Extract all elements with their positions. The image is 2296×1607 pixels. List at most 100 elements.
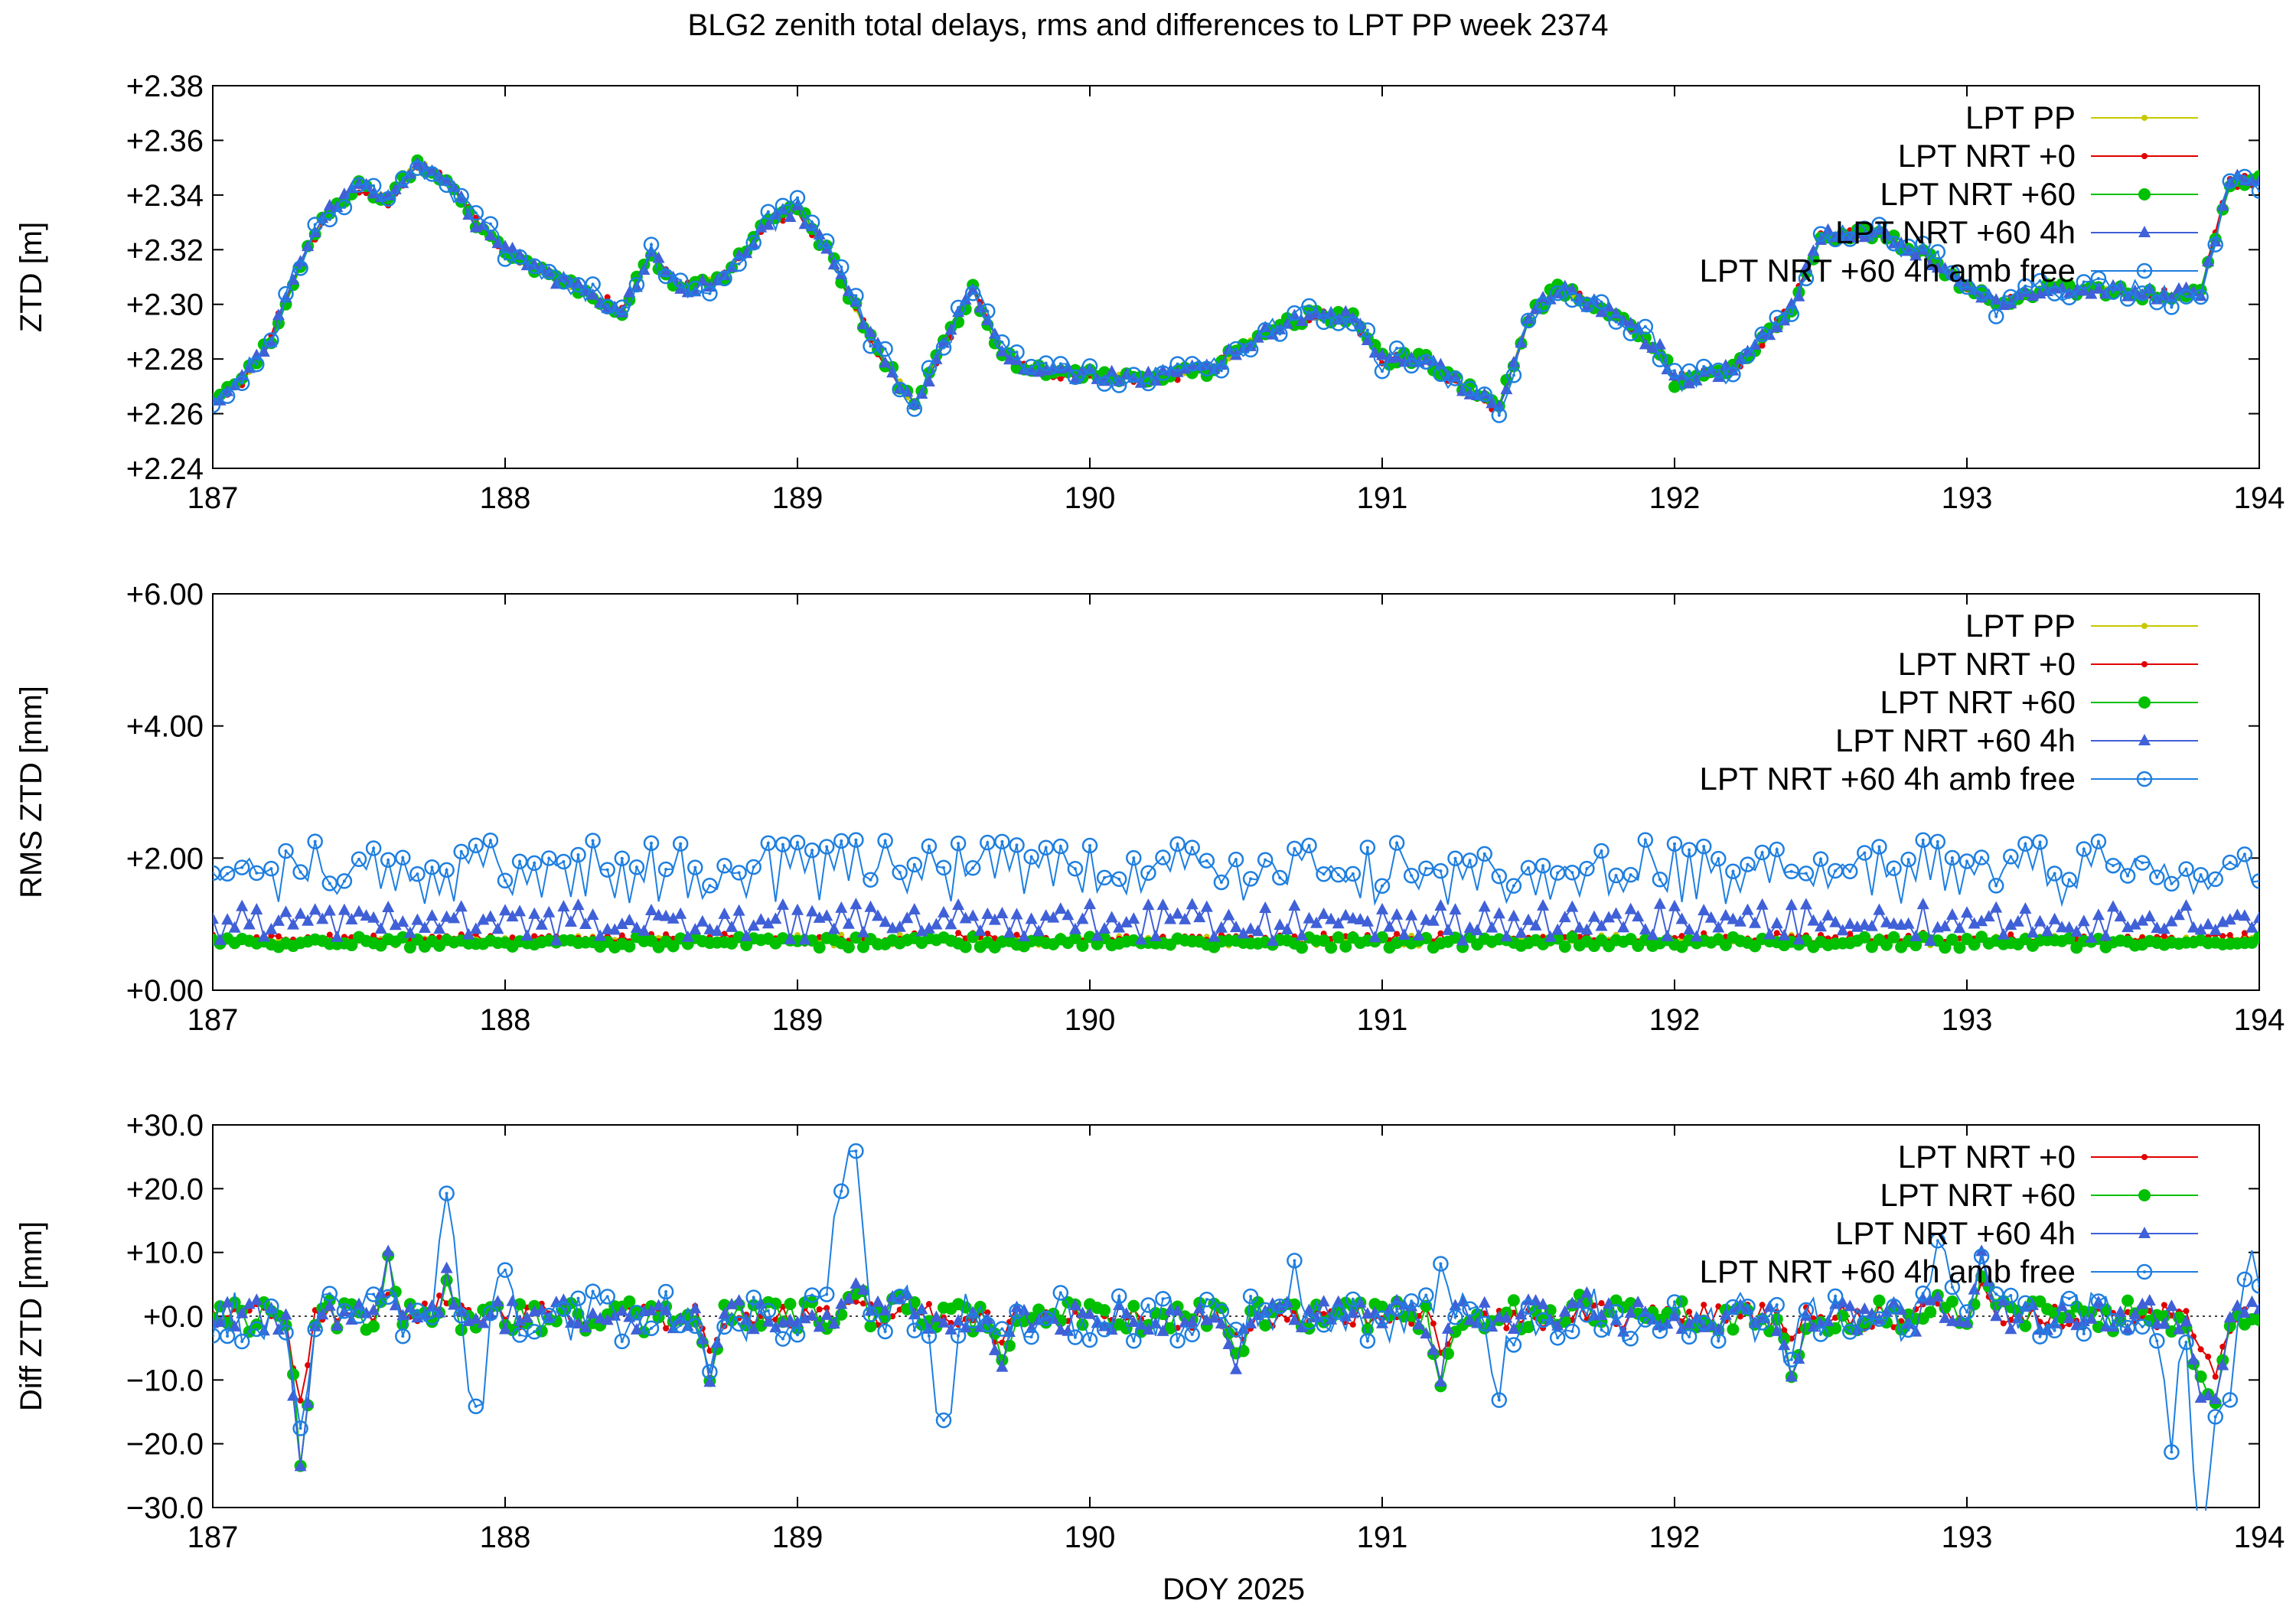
rms-point-3 — [1844, 917, 1857, 929]
rms-point-4-center — [313, 839, 317, 843]
diff-point-2 — [287, 1389, 300, 1401]
diff-point-0 — [1898, 1318, 1905, 1325]
rms-point-4 — [1140, 865, 1156, 881]
rms-point-4 — [1199, 852, 1215, 869]
rms-point-4-center — [1688, 848, 1691, 852]
rms-point-3 — [988, 913, 1001, 925]
rms-point-3 — [1200, 900, 1213, 912]
rms-point-3 — [272, 914, 285, 926]
ztd-point-4 — [1944, 265, 1961, 281]
diff-point-2 — [1434, 1374, 1447, 1387]
rms-point-4 — [249, 865, 265, 882]
diff-point-3 — [497, 1262, 514, 1278]
rms-point-3 — [1690, 930, 1703, 942]
diff-point-3-center — [1365, 1339, 1369, 1343]
diff-point-1 — [550, 1315, 563, 1328]
rms-point-3 — [974, 924, 987, 936]
rms-xtick-label: 188 — [480, 1003, 531, 1037]
diff-point-2 — [440, 1261, 453, 1273]
rms-point-3 — [2165, 914, 2178, 927]
rms-point-3 — [1924, 934, 1937, 946]
rms-point-1 — [1701, 930, 1707, 937]
rms-point-3 — [1537, 898, 1550, 911]
ztd-point-4 — [716, 270, 732, 287]
ztd-point-3 — [221, 384, 234, 396]
ztd-point-3 — [2085, 287, 2098, 299]
diff-point-3-center — [1146, 1303, 1150, 1307]
ztd-xtick-label: 191 — [1357, 481, 1408, 515]
diff-point-3 — [1316, 1317, 1332, 1333]
rms-point-3 — [930, 918, 943, 930]
ztd-point-4 — [964, 285, 981, 302]
rms-point-2 — [1420, 931, 1433, 944]
diff-point-3-center — [1482, 1322, 1486, 1325]
rms-point-3 — [1047, 911, 1060, 923]
ztd-point-4-center — [2141, 292, 2144, 295]
ztd-point-4-center — [664, 275, 668, 279]
diff-legend-label: LPT NRT +60 — [1880, 1177, 2076, 1213]
rms-point-4 — [1009, 837, 1025, 853]
rms-point-4 — [424, 859, 440, 875]
ztd-point-4 — [2193, 288, 2209, 305]
rms-point-4-center — [1190, 846, 1194, 849]
diff-point-3 — [380, 1289, 396, 1305]
diff-point-2 — [1624, 1306, 1637, 1319]
ztd-point-4-center — [1585, 303, 1589, 307]
rms-point-3 — [1749, 916, 1762, 928]
rms-point-3 — [491, 922, 504, 934]
rms-point-3 — [213, 912, 219, 924]
diff-point-3-center — [562, 1307, 566, 1311]
rms-point-3 — [2136, 914, 2149, 926]
rms-point-1 — [1847, 931, 1854, 937]
diff-point-3-center — [2082, 1332, 2086, 1336]
ztd-point-4-center — [1658, 357, 1662, 361]
diff-point-1 — [1924, 1305, 1937, 1319]
diff-point-2 — [1068, 1299, 1081, 1311]
diff-point-3 — [219, 1328, 236, 1345]
ztd-point-4 — [643, 236, 660, 253]
diff-point-3 — [818, 1286, 835, 1302]
rms-point-4-center — [927, 844, 931, 848]
diff-point-3-center — [1877, 1317, 1881, 1321]
diff-point-3 — [321, 1286, 338, 1302]
ztd-point-3 — [302, 240, 315, 252]
rms-point-3 — [689, 923, 702, 935]
rms-point-4-center — [1892, 866, 1896, 870]
diff-point-0 — [421, 1300, 428, 1307]
ztd-point-4-center — [1029, 365, 1033, 369]
ztd-point-4-center — [1410, 363, 1414, 367]
rms-point-3 — [1420, 913, 1433, 925]
diff-point-3-center — [1892, 1305, 1896, 1309]
diff-point-2 — [1478, 1296, 1491, 1308]
diff-point-2 — [1076, 1306, 1089, 1319]
ztd-ytick-label: +2.32 — [126, 233, 204, 267]
diff-legend-marker — [2136, 1263, 2153, 1280]
diff-point-3 — [1038, 1310, 1054, 1326]
ztd-point-4-center — [1322, 320, 1326, 324]
rms-point-4-center — [708, 884, 712, 888]
diff-plot-area — [213, 1143, 2259, 1511]
diff-point-2 — [1120, 1307, 1133, 1319]
diff-point-2 — [469, 1312, 482, 1325]
diff-point-3-center — [2184, 1340, 2188, 1344]
diff-point-2 — [228, 1319, 241, 1332]
rms-point-4 — [2017, 836, 2033, 852]
ztd-point-4-center — [1789, 312, 1793, 316]
rms-point-4 — [1242, 871, 1259, 887]
ztd-point-4 — [556, 273, 572, 290]
ztd-ytick-label: +2.38 — [126, 70, 204, 103]
rms-point-3 — [1025, 912, 1038, 924]
rms-point-3 — [630, 921, 643, 934]
rms-point-4-center — [2242, 852, 2246, 856]
ztd-point-4 — [892, 381, 908, 398]
ztd-point-4-center — [2024, 284, 2027, 288]
ztd-point-3 — [1741, 344, 1754, 357]
rms-point-4-center — [2141, 861, 2144, 865]
diff-point-0 — [1408, 1320, 1415, 1327]
ztd-point-4-center — [1643, 324, 1647, 328]
diff-point-3 — [1812, 1326, 1829, 1342]
ztd-point-4 — [614, 299, 631, 315]
diff-point-3-center — [1000, 1327, 1004, 1331]
ztd-point-4-center — [2067, 295, 2071, 299]
rms-point-3 — [1179, 912, 1192, 924]
